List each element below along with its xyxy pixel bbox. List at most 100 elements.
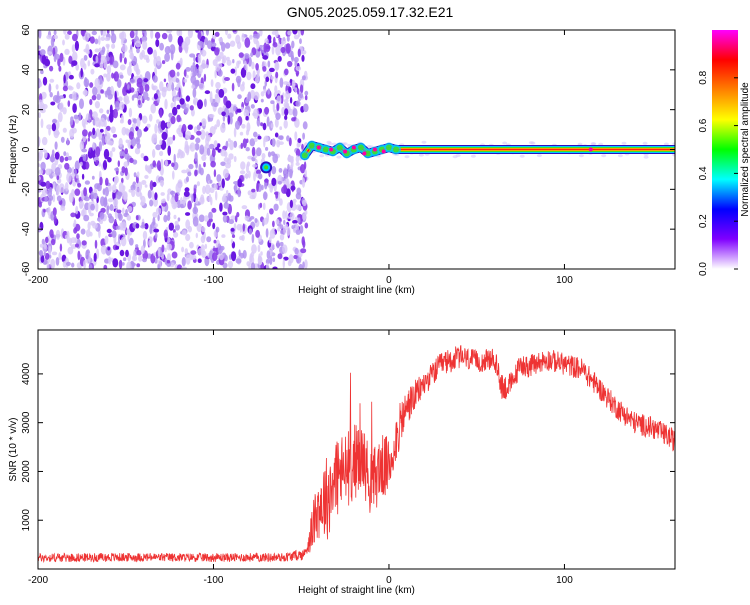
spectrogram-noise-blob bbox=[294, 118, 300, 128]
spectrogram-noise-blob bbox=[195, 137, 201, 144]
spectrogram-noise-blob bbox=[87, 60, 91, 67]
spectrogram-noise-blob bbox=[183, 69, 187, 77]
spectrogram-noise-blob bbox=[199, 167, 204, 176]
spectrogram-bright-spot bbox=[588, 147, 593, 152]
spectrogram-noise-blob bbox=[220, 123, 226, 133]
spectrogram-noise-blob bbox=[127, 232, 130, 242]
spectrogram-noise-blob bbox=[212, 222, 216, 230]
spectrogram-noise-blob bbox=[186, 176, 189, 183]
spectrogram-noise-blob bbox=[299, 92, 304, 99]
spectrogram-noise-blob bbox=[278, 168, 283, 173]
spectrogram-noise-blob bbox=[82, 129, 88, 137]
colorbar-tick-label: 0.2 bbox=[698, 214, 709, 228]
spectrogram-noise-blob bbox=[83, 63, 87, 70]
spectrogram-noise-blob bbox=[74, 168, 77, 177]
spectrogram-noise-blob bbox=[240, 161, 246, 170]
spectrogram-noise-blob bbox=[293, 254, 298, 260]
spectrogram-noise-blob bbox=[166, 214, 171, 221]
spectrogram-noise-blob bbox=[136, 128, 142, 138]
spectrogram-noise-blob bbox=[210, 160, 216, 168]
spectrogram-noise-blob bbox=[264, 106, 270, 115]
spectrogram-noise-blob bbox=[174, 224, 180, 231]
spectrogram-noise-blob bbox=[137, 99, 141, 106]
spectrogram-isolated-spot-core bbox=[264, 165, 269, 170]
spectrogram-noise-blob bbox=[205, 184, 211, 195]
spectrogram-noise-blob bbox=[51, 123, 57, 132]
spectrogram-noise-blob bbox=[172, 134, 176, 141]
spectrogram-noise-blob bbox=[71, 91, 77, 101]
spectrogram-noise-blob bbox=[281, 186, 287, 194]
spectrogram-noise-blob bbox=[149, 224, 153, 235]
spectrogram-noise-blob bbox=[256, 182, 259, 193]
spectrogram-noise-blob bbox=[233, 127, 237, 138]
spectrogram-noise-blob bbox=[241, 106, 244, 112]
spectrogram-noise-blob bbox=[265, 146, 269, 151]
spectrogram-noise-blob bbox=[40, 254, 45, 263]
spectrogram-halo-blob bbox=[643, 155, 649, 159]
spectrogram-noise-blob bbox=[90, 68, 95, 75]
spectrogram-noise-blob bbox=[131, 189, 136, 198]
spectrogram-noise-blob bbox=[288, 108, 294, 116]
spectrogram-noise-blob bbox=[60, 136, 65, 143]
spectrogram-noise-blob bbox=[176, 30, 181, 36]
spectrogram-noise-blob bbox=[104, 135, 111, 145]
colorbar-tick-label: 0.6 bbox=[698, 118, 709, 132]
spectrogram-noise-blob bbox=[54, 167, 61, 176]
spectrogram-noise-blob bbox=[105, 90, 108, 98]
spectrogram-noise-blob bbox=[303, 103, 309, 113]
spectrogram-noise-blob bbox=[78, 200, 84, 209]
spectrogram-noise-blob bbox=[267, 151, 272, 158]
spectrogram-noise-blob bbox=[187, 171, 192, 177]
spectrogram-noise-blob bbox=[206, 236, 212, 243]
spectrogram-noise-blob bbox=[153, 49, 158, 60]
spectrogram-noise-blob bbox=[114, 101, 121, 112]
spectrogram-noise-blob bbox=[294, 131, 298, 141]
spectrogram-noise-blob bbox=[111, 147, 116, 152]
spectrogram-noise-blob bbox=[264, 178, 269, 183]
spectrogram-noise-blob bbox=[113, 198, 119, 207]
spectrogram-noise-blob bbox=[242, 249, 247, 259]
spectrogram-noise-blob bbox=[217, 63, 223, 69]
spectrogram-noise-blob bbox=[178, 87, 181, 98]
spectrogram-noise-blob bbox=[230, 228, 235, 232]
spectrogram-noise-blob bbox=[250, 104, 255, 109]
spectrogram-noise-blob bbox=[173, 214, 177, 220]
spectrogram-halo-blob bbox=[536, 154, 542, 158]
spectrogram-noise-blob bbox=[260, 98, 264, 103]
spectrogram-noise-blob bbox=[183, 78, 188, 83]
spectrogram-noise-blob bbox=[173, 203, 178, 208]
spectrogram-noise-blob bbox=[196, 181, 200, 187]
spectrogram-noise-blob bbox=[255, 63, 259, 71]
spectrogram-noise-blob bbox=[209, 187, 215, 194]
spectrogram-noise-blob bbox=[202, 185, 206, 195]
spectrogram-x-tick-label: -200 bbox=[28, 275, 48, 286]
spectrogram-noise-blob bbox=[259, 202, 263, 208]
spectrogram-noise-blob bbox=[99, 212, 105, 220]
spectrogram-noise-blob bbox=[251, 188, 256, 193]
spectrogram-noise-blob bbox=[129, 157, 134, 164]
spectrogram-noise-blob bbox=[282, 210, 286, 220]
spectrogram-noise-blob bbox=[225, 30, 228, 36]
spectrogram-noise-blob bbox=[279, 37, 282, 45]
colorbar-gradient bbox=[712, 30, 738, 269]
spectrogram-noise-blob bbox=[106, 228, 112, 234]
spectrogram-noise-blob bbox=[265, 43, 271, 53]
spectrogram-noise-blob bbox=[102, 188, 106, 195]
spectrogram-noise-blob bbox=[127, 119, 132, 125]
spectrogram-noise-blob bbox=[50, 258, 56, 269]
spectrogram-noise-blob bbox=[159, 42, 165, 51]
spectrogram-noise-blob bbox=[50, 238, 56, 246]
spectrogram-noise-blob bbox=[173, 96, 177, 108]
spectrogram-noise-blob bbox=[44, 259, 48, 265]
spectrogram-wobble-core bbox=[308, 142, 315, 149]
spectrogram-noise-blob bbox=[227, 115, 231, 125]
spectrogram-noise-blob bbox=[154, 232, 158, 239]
spectrogram-noise-blob bbox=[279, 77, 284, 88]
spectrogram-noise-blob bbox=[201, 226, 206, 233]
spectrogram-noise-blob bbox=[89, 82, 94, 88]
spectrogram-noise-blob bbox=[195, 79, 200, 87]
spectrogram-noise-blob bbox=[151, 133, 158, 144]
spectrogram-noise-blob bbox=[222, 168, 229, 179]
spectrogram-noise-blob bbox=[213, 169, 217, 178]
spectrogram-noise-blob bbox=[171, 82, 175, 92]
